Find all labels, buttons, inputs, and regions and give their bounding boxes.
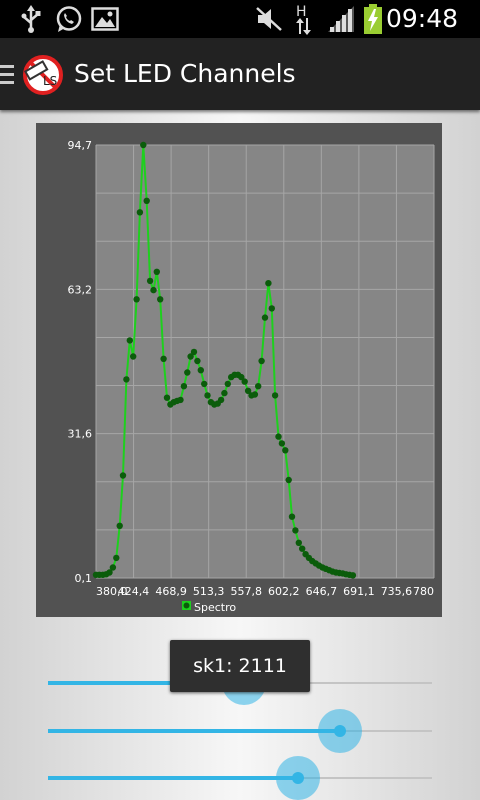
x-tick-label: 557,8 [230, 585, 262, 598]
data-point [201, 381, 207, 387]
data-point [221, 390, 227, 396]
data-point [289, 514, 295, 520]
data-point [113, 555, 119, 561]
data-point [272, 392, 278, 398]
slider-sk2[interactable] [48, 730, 432, 732]
data-point [184, 369, 190, 375]
data-point [269, 305, 275, 311]
data-point [204, 392, 210, 398]
data-point [218, 397, 224, 403]
data-point [110, 564, 116, 570]
slider-sk3[interactable] [48, 777, 432, 779]
x-tick-label: 513,3 [193, 585, 225, 598]
slider-sk3-fill [48, 776, 298, 780]
data-point [299, 546, 305, 552]
data-point [279, 440, 285, 446]
legend-label: Spectro [194, 601, 236, 614]
data-point [265, 280, 271, 286]
slider-sk2-fill [48, 729, 340, 733]
data-point [150, 287, 156, 293]
data-point [262, 314, 268, 320]
x-tick-label: 646,7 [306, 585, 338, 598]
slider-value-toast: sk1: 2111 [170, 640, 310, 692]
x-tick-label: 691,1 [343, 585, 375, 598]
x-tick-label: 468,9 [155, 585, 187, 598]
data-point [181, 383, 187, 389]
x-tick-label: 602,2 [268, 585, 300, 598]
y-tick-label: 63,2 [68, 283, 93, 296]
data-point [350, 572, 356, 578]
network-arrows-icon: H [290, 0, 318, 38]
data-point [157, 296, 163, 302]
page-title: Set LED Channels [74, 38, 296, 110]
network-type-label: H [296, 4, 307, 20]
data-point [275, 433, 281, 439]
data-point [255, 383, 261, 389]
signal-icon [326, 0, 356, 38]
x-tick-label: 424,4 [118, 585, 150, 598]
y-tick-label: 0,1 [75, 572, 93, 585]
data-point [144, 198, 150, 204]
status-time: 09:48 [386, 0, 458, 38]
data-point [133, 296, 139, 302]
slider-sk3-thumb-center[interactable] [292, 772, 304, 784]
data-point [147, 278, 153, 284]
data-point [164, 395, 170, 401]
whatsapp-icon [52, 0, 86, 38]
data-point [296, 540, 302, 546]
data-point [130, 353, 136, 359]
gallery-icon [88, 0, 122, 38]
data-point [154, 269, 160, 275]
data-point [286, 477, 292, 483]
data-point [194, 358, 200, 364]
data-point [292, 527, 298, 533]
data-point [282, 447, 288, 453]
data-point [252, 391, 258, 397]
data-point [117, 523, 123, 529]
data-point [242, 378, 248, 384]
svg-text:LS: LS [43, 74, 57, 88]
data-point [137, 209, 143, 215]
data-point [160, 356, 166, 362]
usb-icon [14, 0, 48, 38]
y-tick-label: 31,6 [68, 428, 93, 441]
data-point [225, 381, 231, 387]
slider-sk2-thumb-center[interactable] [334, 725, 346, 737]
data-point [120, 472, 126, 478]
data-point [198, 367, 204, 373]
data-point [127, 337, 133, 343]
x-tick-label: 735,6 [381, 585, 413, 598]
legend-marker [184, 603, 190, 609]
data-point [140, 142, 146, 148]
spectrum-chart: 380,0 424,4 468,9 513,3 557,8 602,2 646,7 691,1… [36, 123, 442, 617]
mute-icon [254, 0, 284, 38]
app-logo-icon[interactable]: LS [22, 54, 64, 96]
status-bar: H 09:48 [0, 0, 480, 38]
data-point [191, 349, 197, 355]
menu-icon[interactable] [0, 62, 14, 86]
data-point [258, 358, 264, 364]
battery-charging-icon [360, 0, 386, 38]
x-tick-label: 780 [413, 585, 434, 598]
data-point [177, 397, 183, 403]
y-tick-label: 94,7 [68, 139, 93, 152]
action-bar: LS Set LED Channels [0, 38, 480, 110]
data-point [123, 376, 129, 382]
